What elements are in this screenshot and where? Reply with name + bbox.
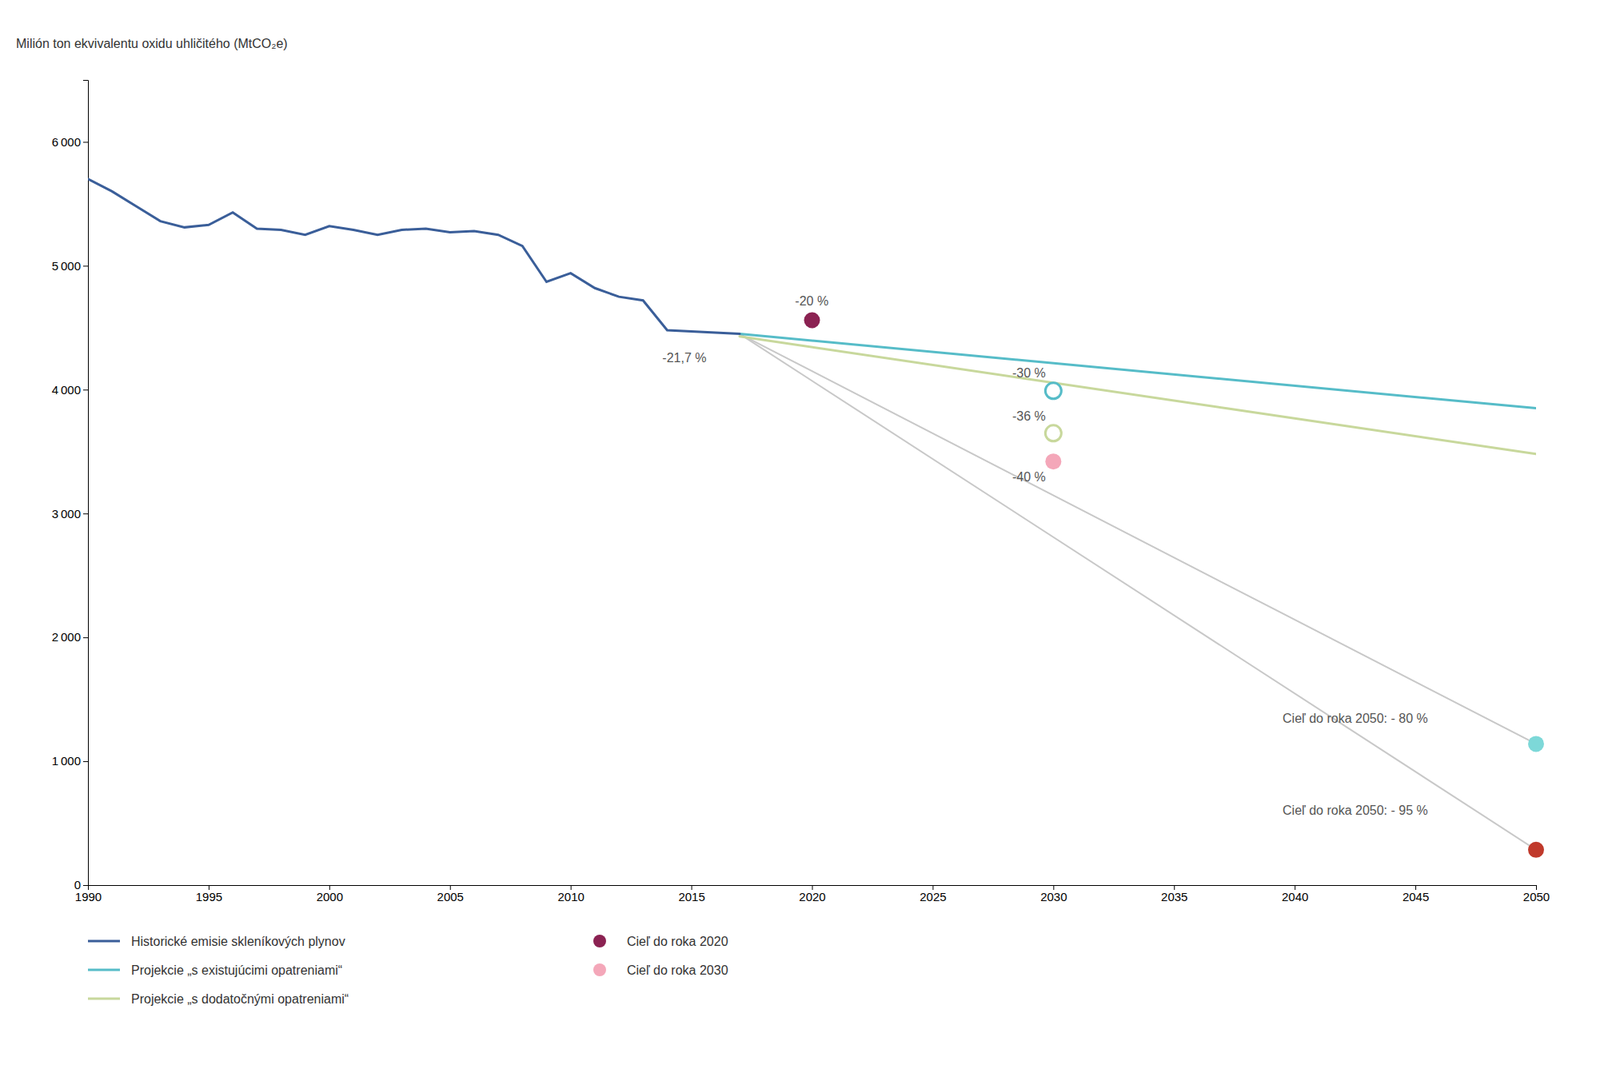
x-tick: 2000	[316, 885, 344, 904]
x-tick: 2040	[1281, 885, 1309, 904]
annotation: -20 %	[794, 294, 829, 308]
x-axis: 1990199520002005201020152020202520302035…	[75, 885, 1550, 904]
series-line	[87, 179, 740, 335]
y-tick: 0	[74, 877, 88, 892]
x-tick: 2045	[1402, 885, 1429, 904]
target-point	[1528, 735, 1545, 752]
y-tick: 6 000	[51, 135, 88, 149]
x-tick: 2050	[1523, 885, 1550, 904]
legend-item: Projekcie „s existujúcimi opatreniami“	[87, 963, 343, 978]
y-tick: 2 000	[51, 630, 88, 644]
legend-label: Projekcie „s dodatočnými opatreniami“	[131, 992, 349, 1006]
points	[804, 312, 1545, 858]
x-tick-label: 2030	[1040, 889, 1067, 904]
y-tick-label: 2 000	[51, 630, 81, 644]
target-point	[1528, 841, 1545, 858]
y-tick-mark	[83, 761, 88, 763]
legend-swatch	[87, 997, 120, 1001]
annotation: Cieľ do roka 2050: - 95 %	[1282, 803, 1429, 818]
target-point	[1045, 453, 1062, 470]
lines	[87, 179, 1537, 850]
x-tick-label: 2010	[557, 889, 584, 904]
x-tick-label: 2045	[1402, 889, 1429, 904]
legend-label: Projekcie „s existujúcimi opatreniami“	[131, 963, 343, 978]
x-tick: 2030	[1040, 885, 1067, 904]
y-axis: 0 1 000 2 000 3 000 4 000 5 000 6 000	[51, 80, 89, 893]
legend-label: Historické emisie skleníkových plynov	[131, 934, 346, 949]
x-tick-label: 2040	[1281, 889, 1309, 904]
legend-swatch	[87, 940, 120, 943]
annotation: -21,7 %	[662, 351, 707, 365]
x-tick: 2025	[919, 885, 946, 904]
legend-swatch	[593, 934, 607, 948]
y-tick: 3 000	[51, 506, 88, 521]
annotation: -40 %	[1012, 470, 1046, 484]
annotations: -21,7 % -20 % -30 % -36 % -40 % Cieľ do roka …	[662, 294, 1428, 818]
target-point	[804, 312, 821, 329]
legend-item: Cieľ do roka 2030	[593, 963, 729, 978]
x-tick: 1995	[195, 885, 223, 904]
chart: 1990199520002005201020152020202520302035…	[0, 0, 1600, 1069]
y-tick: 4 000	[51, 383, 88, 397]
y-tick-label: 1 000	[51, 754, 81, 768]
x-tick: 2035	[1161, 885, 1188, 904]
legend-label: Cieľ do roka 2020	[626, 934, 729, 949]
legend-label: Cieľ do roka 2030	[626, 963, 729, 978]
y-axis-line	[83, 80, 89, 886]
y-tick-label: 6 000	[51, 135, 81, 149]
x-tick-label: 2000	[316, 889, 344, 904]
y-axis-label: Milión ton ekvivalentu oxidu uhličitého …	[15, 36, 288, 51]
legend: Historické emisie skleníkových plynov Pro…	[87, 934, 729, 1006]
legend-item: Cieľ do roka 2020	[593, 934, 729, 949]
plot: 1990199520002005201020152020202520302035…	[51, 80, 1551, 1006]
x-tick: 2020	[798, 885, 826, 904]
legend-item: Historické emisie skleníkových plynov	[87, 934, 346, 949]
x-tick-label: 2020	[798, 889, 826, 904]
legend-item: Projekcie „s dodatočnými opatreniami“	[87, 992, 349, 1006]
annotation: -30 %	[1012, 366, 1046, 380]
y-tick-mark	[83, 637, 88, 639]
y-tick-label: 5 000	[51, 259, 81, 273]
x-tick-label: 2035	[1161, 889, 1188, 904]
y-tick-mark	[83, 513, 88, 515]
legend-swatch	[593, 963, 607, 977]
y-tick: 5 000	[51, 259, 88, 273]
y-tick: 1 000	[51, 754, 88, 768]
x-tick: 2010	[557, 885, 584, 904]
y-tick-mark	[83, 141, 88, 143]
series-line	[739, 334, 1537, 850]
y-tick-label: 0	[74, 877, 81, 892]
x-tick-label: 2015	[678, 889, 705, 904]
y-tick-label: 3 000	[51, 506, 81, 521]
series-line	[739, 334, 1537, 409]
annotation: -36 %	[1012, 409, 1046, 423]
target-point	[1045, 383, 1062, 400]
legend-swatch	[87, 969, 120, 972]
y-tick-mark	[83, 389, 88, 391]
x-tick-label: 1995	[195, 889, 223, 904]
x-tick: 2015	[678, 885, 705, 904]
x-tick-label: 2050	[1523, 889, 1550, 904]
series-line	[739, 334, 1537, 745]
target-point	[1045, 425, 1062, 442]
y-tick-mark	[83, 265, 88, 267]
y-tick-mark	[83, 885, 88, 886]
x-tick-label: 2005	[437, 889, 464, 904]
x-tick: 2005	[437, 885, 464, 904]
annotation: Cieľ do roka 2050: - 80 %	[1282, 711, 1429, 726]
x-tick-label: 2025	[919, 889, 946, 904]
y-tick-label: 4 000	[51, 383, 81, 397]
series-line	[739, 336, 1537, 455]
